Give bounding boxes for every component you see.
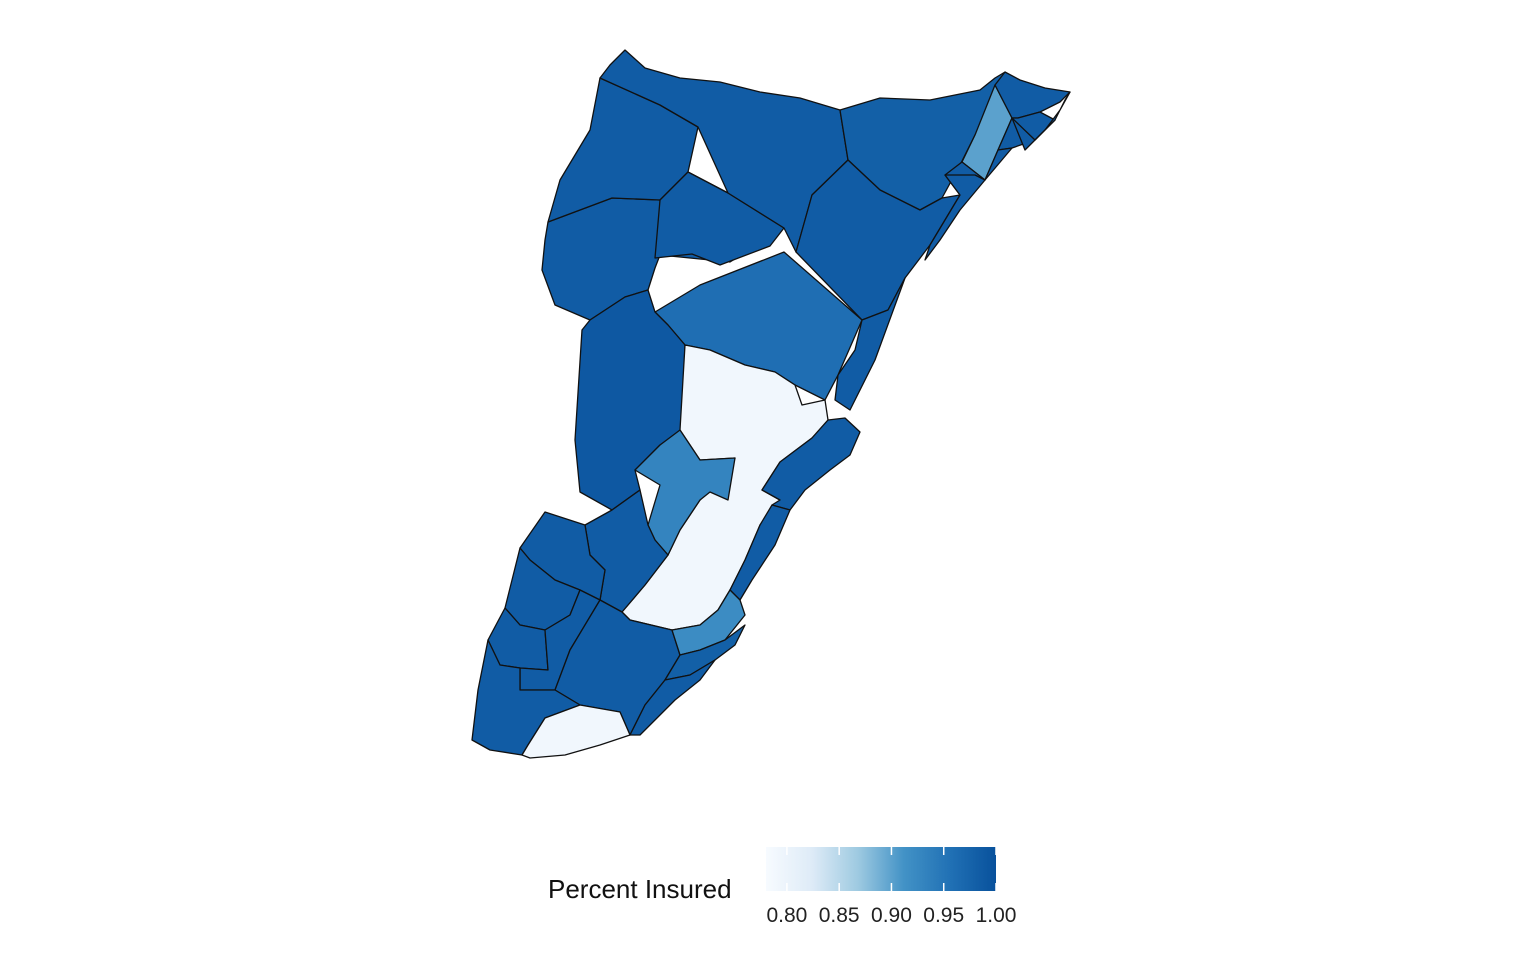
- legend-tick-label: 1.00: [975, 904, 1017, 927]
- tract-region: [634, 429, 736, 556]
- census-tracts: [471, 49, 1071, 759]
- legend-tick-label: 0.85: [818, 904, 860, 927]
- legend-tick-label: 0.90: [871, 904, 912, 927]
- tract-region: [994, 71, 1071, 119]
- legend-tick-label: 0.95: [923, 904, 965, 927]
- tract-region: [629, 659, 716, 736]
- legend-title: Percent Insured: [548, 874, 732, 904]
- legend-ticks: [786, 847, 996, 891]
- legend-tick-label: 0.80: [766, 904, 808, 927]
- legend-gradient: [766, 847, 996, 891]
- tract-region: [521, 704, 631, 759]
- tract-region: [1011, 91, 1071, 151]
- tract-region: [795, 159, 961, 321]
- tract-region: [924, 174, 986, 261]
- legend-color-bar: [766, 847, 996, 891]
